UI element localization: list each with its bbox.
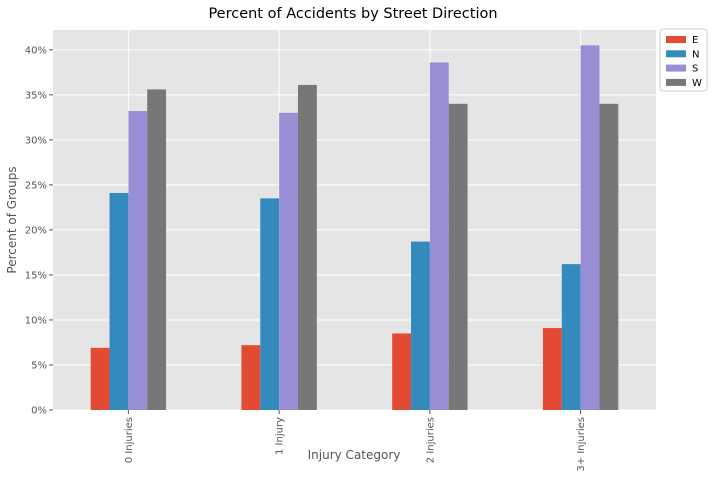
legend-swatch-n [666,50,686,58]
bar-s-2 [429,62,449,411]
legend-label-s: S [692,64,698,75]
y-ticks: 0% 5% 10% 15% 20% 25% 30% 35% 40% [25,45,53,417]
x-tick-label: 3+ Injuries [576,417,587,472]
legend-swatch-w [666,78,686,86]
legend-label-w: W [692,78,702,89]
bar-w-3 [599,103,619,410]
bar-e-1 [241,345,261,410]
chart-title: Percent of Accidents by Street Direction [208,6,497,22]
legend-frame [659,28,708,92]
x-tick-label: 1 Injury [275,417,286,455]
bar-e-0 [90,347,110,410]
bar-w-2 [448,103,468,410]
y-tick-label: 30% [25,135,47,146]
y-tick-label: 15% [25,270,47,281]
x-tick-label: 0 Injuries [124,417,135,463]
y-tick-label: 40% [25,45,47,56]
bar-w-1 [297,84,317,411]
bar-n-3 [561,264,581,410]
bar-s-3 [580,45,600,411]
x-tick-label: 2 Injuries [425,417,436,463]
y-tick-label: 0% [31,406,47,417]
legend-swatch-e [666,36,686,43]
bar-n-0 [109,192,129,410]
legend-swatch-s [666,64,686,72]
bar-w-0 [147,89,167,411]
y-axis-title: Percent of Groups [5,166,19,273]
bar-s-1 [279,112,298,411]
legend-label-e: E [692,35,698,46]
legend-label-n: N [692,49,699,60]
bar-e-2 [392,333,412,410]
y-tick-label: 25% [25,180,47,191]
y-tick-label: 5% [31,360,47,371]
bar-e-3 [542,328,562,410]
bar-n-2 [411,241,430,410]
y-tick-label: 20% [25,225,47,236]
y-tick-label: 35% [25,90,47,101]
y-tick-label: 10% [25,315,47,326]
bars [90,45,619,411]
x-axis-title: Injury Category [308,448,401,462]
bar-s-0 [128,111,148,410]
x-ticks: 0 Injuries 1 Injury 2 Injuries 3+ Injuries [124,410,587,472]
bar-n-1 [260,198,280,410]
